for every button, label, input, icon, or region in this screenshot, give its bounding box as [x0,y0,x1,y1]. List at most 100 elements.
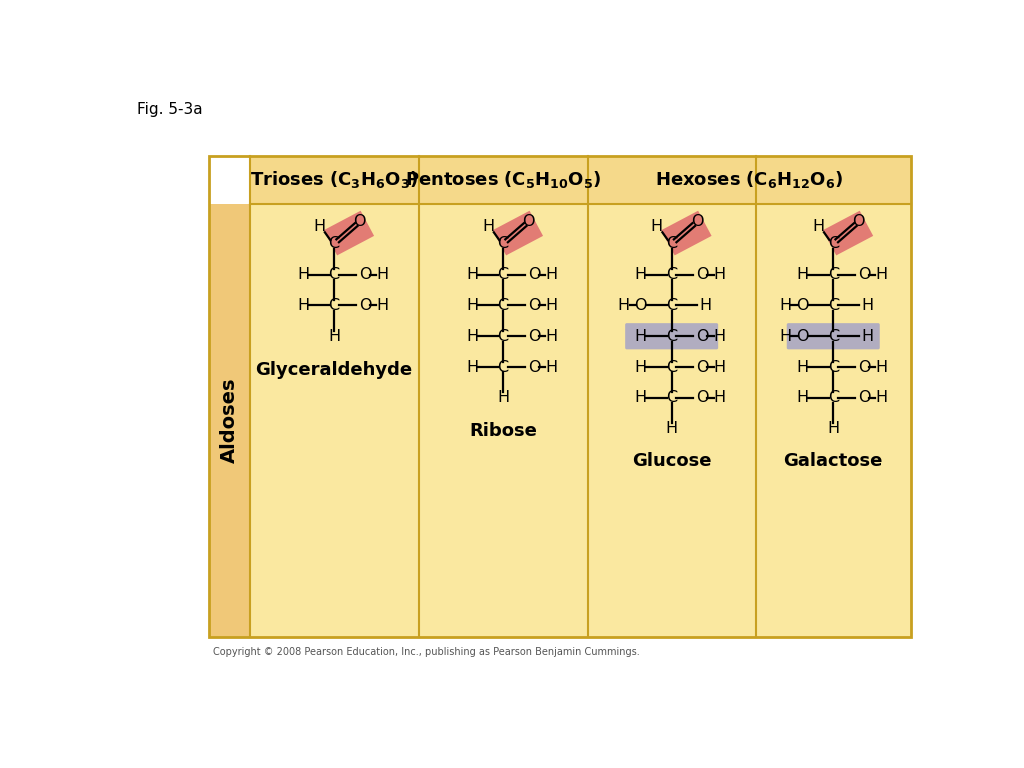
Text: C: C [498,359,509,375]
Text: C: C [827,298,839,313]
Text: H: H [617,298,630,313]
Text: H: H [797,359,808,375]
Text: H: H [635,390,647,406]
Text: H: H [714,390,726,406]
Text: H: H [861,329,873,344]
Text: O: O [358,298,372,313]
Text: Ribose: Ribose [469,422,537,441]
Text: $\mathbf{Hexoses\ (C_6H_{12}O_6)}$: $\mathbf{Hexoses\ (C_6H_{12}O_6)}$ [655,170,844,190]
Text: H: H [466,267,478,282]
Text: C: C [666,359,677,375]
Text: H: H [297,267,309,282]
Text: C: C [827,267,839,282]
Text: C: C [329,267,340,282]
Text: O: O [358,267,372,282]
Text: H: H [328,329,340,344]
Text: H: H [714,267,726,282]
Text: H: H [297,298,309,313]
Bar [209,204,250,637]
Text: H: H [545,359,557,375]
Text: O: O [858,359,870,375]
Text: H: H [466,329,478,344]
Text: H: H [797,390,808,406]
Text: Fig. 5-3a: Fig. 5-3a [137,102,203,118]
Text: H: H [779,298,792,313]
Text: H: H [466,359,478,375]
Text: H: H [827,421,840,436]
Text: C: C [666,390,677,406]
Text: H: H [545,329,557,344]
Text: H: H [545,267,557,282]
Text: H: H [635,267,647,282]
Text: O: O [796,298,809,313]
Text: C: C [666,237,677,251]
Text: $\mathbf{Trioses\ (C_3H_6O_3)}$: $\mathbf{Trioses\ (C_3H_6O_3)}$ [250,170,418,190]
Text: H: H [635,329,647,344]
Text: Aldoses: Aldoses [220,378,239,463]
Bar [209,204,910,637]
Text: H: H [779,329,792,344]
Text: H: H [876,390,888,406]
Text: H: H [699,298,712,313]
Text: O: O [527,298,541,313]
Polygon shape [662,210,712,256]
Text: H: H [651,220,663,234]
Text: H: H [797,267,808,282]
Text: Glyceraldehyde: Glyceraldehyde [256,361,413,379]
Text: O: O [522,214,535,229]
Text: H: H [545,298,557,313]
Text: H: H [635,359,647,375]
Text: O: O [858,267,870,282]
Text: O: O [696,359,709,375]
Text: O: O [696,267,709,282]
Polygon shape [324,210,374,256]
Text: H: H [313,220,326,234]
Text: O: O [527,329,541,344]
Text: H: H [861,298,873,313]
Text: Galactose: Galactose [783,452,883,470]
Text: H: H [376,298,388,313]
Text: C: C [329,298,340,313]
Text: O: O [858,390,870,406]
Text: O: O [353,214,366,229]
Text: O: O [691,214,703,229]
Text: O: O [696,329,709,344]
Text: H: H [497,390,509,406]
Text: H: H [876,359,888,375]
Text: C: C [827,390,839,406]
Text: Copyright © 2008 Pearson Education, Inc., publishing as Pearson Benjamin Cumming: Copyright © 2008 Pearson Education, Inc.… [213,647,640,657]
Text: O: O [527,267,541,282]
Text: C: C [827,329,839,344]
Text: H: H [714,329,726,344]
FancyBboxPatch shape [626,323,718,349]
Text: H: H [666,421,678,436]
Text: C: C [827,237,839,251]
Bar [209,156,910,637]
Text: H: H [466,298,478,313]
Text: C: C [498,329,509,344]
FancyBboxPatch shape [786,323,880,349]
Text: C: C [498,237,509,251]
Text: H: H [876,267,888,282]
Text: C: C [498,267,509,282]
Text: C: C [666,267,677,282]
Text: O: O [796,329,809,344]
Text: H: H [376,267,388,282]
Text: O: O [635,298,647,313]
Text: H: H [714,359,726,375]
Text: C: C [329,237,340,251]
Text: H: H [812,220,824,234]
Text: O: O [853,214,865,229]
Text: C: C [498,298,509,313]
Text: C: C [666,329,677,344]
Text: H: H [482,220,495,234]
Text: $\mathbf{Pentoses\ (C_5H_{10}O_5)}$: $\mathbf{Pentoses\ (C_5H_{10}O_5)}$ [404,170,601,190]
Polygon shape [822,210,873,256]
Text: C: C [666,298,677,313]
Text: O: O [696,390,709,406]
Bar [250,156,910,204]
Polygon shape [493,210,543,256]
Text: C: C [827,359,839,375]
Text: Glucose: Glucose [632,452,712,470]
Text: O: O [527,359,541,375]
